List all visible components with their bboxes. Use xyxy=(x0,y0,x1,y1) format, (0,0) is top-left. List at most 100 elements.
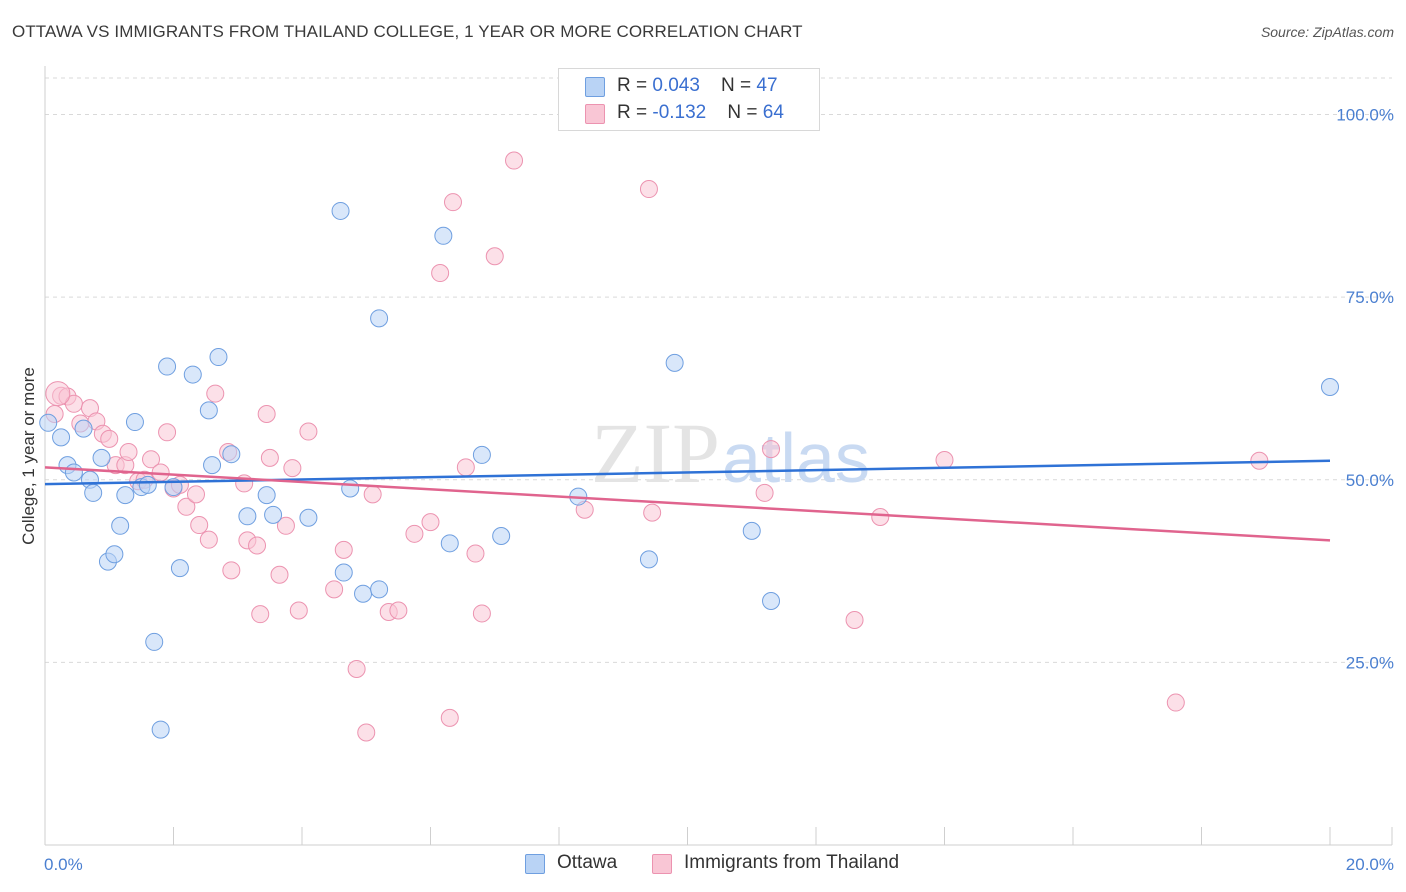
source-credit: Source: ZipAtlas.com xyxy=(1260,24,1394,40)
ottawa-point xyxy=(370,309,389,328)
ottawa-point xyxy=(492,527,511,546)
watermark-atlas: atlas xyxy=(722,419,870,497)
ottawa-point xyxy=(434,226,453,245)
thailand-point xyxy=(363,485,382,504)
ottawa-n-value: 47 xyxy=(756,75,778,96)
ottawa-point xyxy=(64,463,83,482)
thailand-point xyxy=(142,450,161,469)
ottawa-point xyxy=(264,505,283,524)
ottawa-point xyxy=(111,516,130,535)
thailand-point xyxy=(456,458,475,477)
ottawa-point xyxy=(74,419,93,438)
ottawa-point xyxy=(354,584,373,603)
thailand-point xyxy=(405,524,424,543)
thailand-point xyxy=(357,723,376,742)
x-tick-label: 20.0% xyxy=(1346,855,1394,874)
series-legend: Ottawa Immigrants from Thailand xyxy=(0,852,1406,878)
thailand-point xyxy=(325,580,344,599)
ottawa-point xyxy=(158,357,177,376)
ottawa-point xyxy=(39,413,58,432)
thailand-point xyxy=(334,540,353,559)
thailand-point xyxy=(389,601,408,620)
ottawa-point xyxy=(125,413,144,432)
thailand-legend-label: Immigrants from Thailand xyxy=(684,852,900,873)
ottawa-point xyxy=(92,448,111,467)
ottawa-point xyxy=(370,580,389,599)
thailand-point xyxy=(762,440,781,459)
thailand-point xyxy=(421,513,440,532)
thailand-point xyxy=(472,604,491,623)
ottawa-point xyxy=(105,545,124,564)
ottawa-point xyxy=(440,534,459,553)
ottawa-point xyxy=(145,632,164,651)
thailand-point xyxy=(643,503,662,522)
chart-title: OTTAWA VS IMMIGRANTS FROM THAILAND COLLE… xyxy=(12,22,803,41)
thailand-point xyxy=(186,485,205,504)
thailand-point xyxy=(485,247,504,266)
thailand-point xyxy=(347,659,366,678)
ottawa-point xyxy=(762,592,781,611)
thailand-point xyxy=(289,601,308,620)
ottawa-point xyxy=(665,353,684,372)
thailand-point xyxy=(935,451,954,470)
thailand-point xyxy=(440,708,459,727)
ottawa-point xyxy=(334,563,353,582)
thailand-trend-line xyxy=(44,466,1331,542)
thailand-point xyxy=(276,516,295,535)
y-tick-label: 50.0% xyxy=(1346,471,1394,490)
thailand-point xyxy=(45,381,71,407)
ottawa-point xyxy=(199,401,218,420)
ottawa-legend-swatch xyxy=(525,854,545,874)
thailand-point xyxy=(119,443,138,462)
ottawa-point xyxy=(151,720,170,739)
ottawa-r-label: R = xyxy=(617,75,653,96)
thailand-point xyxy=(443,193,462,212)
thailand-point xyxy=(431,264,450,283)
ottawa-point xyxy=(238,507,257,526)
thailand-point xyxy=(100,429,119,448)
ottawa-point xyxy=(183,365,202,384)
thailand-point xyxy=(257,405,276,424)
ottawa-point xyxy=(52,428,71,447)
thailand-point xyxy=(283,459,302,478)
thailand-point xyxy=(260,448,279,467)
ottawa-point xyxy=(84,483,103,502)
thailand-n-value: 64 xyxy=(762,102,784,123)
correlation-legend: R = 0.043 N = 47 R = -0.132 N = 64 xyxy=(558,68,820,131)
ottawa-point xyxy=(209,348,228,367)
thailand-point xyxy=(845,611,864,630)
thailand-point xyxy=(248,536,267,555)
gridlines xyxy=(45,77,1392,663)
thailand-point xyxy=(466,544,485,563)
axes xyxy=(44,66,1393,846)
ottawa-point xyxy=(170,559,189,578)
thailand-r-value: -0.132 xyxy=(652,102,707,123)
thailand-point xyxy=(871,508,890,527)
thailand-point xyxy=(270,565,289,584)
thailand-point xyxy=(505,151,524,170)
thailand-point xyxy=(199,530,218,549)
ottawa-point xyxy=(639,550,658,569)
thailand-n-label: N = xyxy=(727,102,763,123)
x-tick-label: 0.0% xyxy=(44,855,83,874)
thailand-r-label: R = xyxy=(617,102,653,123)
thailand-point xyxy=(190,516,209,535)
tick-labels: 25.0% 50.0% 75.0% 100.0% 0.0% 20.0% xyxy=(44,106,1394,874)
y-axis-label: College, 1 year or more xyxy=(19,367,38,545)
ottawa-point xyxy=(203,456,222,475)
thailand-point xyxy=(755,483,774,502)
y-tick-label: 75.0% xyxy=(1346,288,1394,307)
thailand-swatch xyxy=(585,104,605,124)
ottawa-point xyxy=(472,445,491,464)
ottawa-point xyxy=(742,521,761,540)
ottawa-swatch xyxy=(585,77,605,97)
ottawa-r-value: 0.043 xyxy=(652,75,700,96)
ottawa-point xyxy=(116,486,135,505)
thailand-point xyxy=(639,180,658,199)
y-tick-label: 25.0% xyxy=(1346,653,1394,672)
thailand-point xyxy=(299,422,318,441)
thailand-point xyxy=(251,605,270,624)
thailand-legend-swatch xyxy=(652,854,672,874)
ottawa-point xyxy=(138,475,157,494)
